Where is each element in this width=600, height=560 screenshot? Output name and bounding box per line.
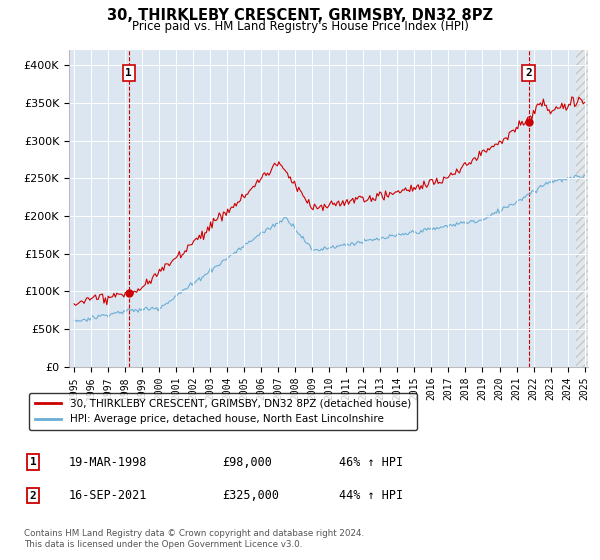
Text: 46% ↑ HPI: 46% ↑ HPI xyxy=(339,455,403,469)
Text: 2: 2 xyxy=(525,68,532,78)
Text: £98,000: £98,000 xyxy=(222,455,272,469)
Legend: 30, THIRKLEBY CRESCENT, GRIMSBY, DN32 8PZ (detached house), HPI: Average price, : 30, THIRKLEBY CRESCENT, GRIMSBY, DN32 8P… xyxy=(29,393,418,431)
Text: Price paid vs. HM Land Registry's House Price Index (HPI): Price paid vs. HM Land Registry's House … xyxy=(131,20,469,32)
Text: 19-MAR-1998: 19-MAR-1998 xyxy=(69,455,148,469)
Text: 1: 1 xyxy=(29,457,37,467)
Bar xyxy=(576,50,588,367)
Text: 16-SEP-2021: 16-SEP-2021 xyxy=(69,489,148,502)
Bar xyxy=(576,50,588,367)
Text: 44% ↑ HPI: 44% ↑ HPI xyxy=(339,489,403,502)
Text: 2: 2 xyxy=(29,491,37,501)
Text: 30, THIRKLEBY CRESCENT, GRIMSBY, DN32 8PZ: 30, THIRKLEBY CRESCENT, GRIMSBY, DN32 8P… xyxy=(107,8,493,24)
Text: Contains HM Land Registry data © Crown copyright and database right 2024.
This d: Contains HM Land Registry data © Crown c… xyxy=(24,529,364,549)
Text: 1: 1 xyxy=(125,68,132,78)
Text: £325,000: £325,000 xyxy=(222,489,279,502)
